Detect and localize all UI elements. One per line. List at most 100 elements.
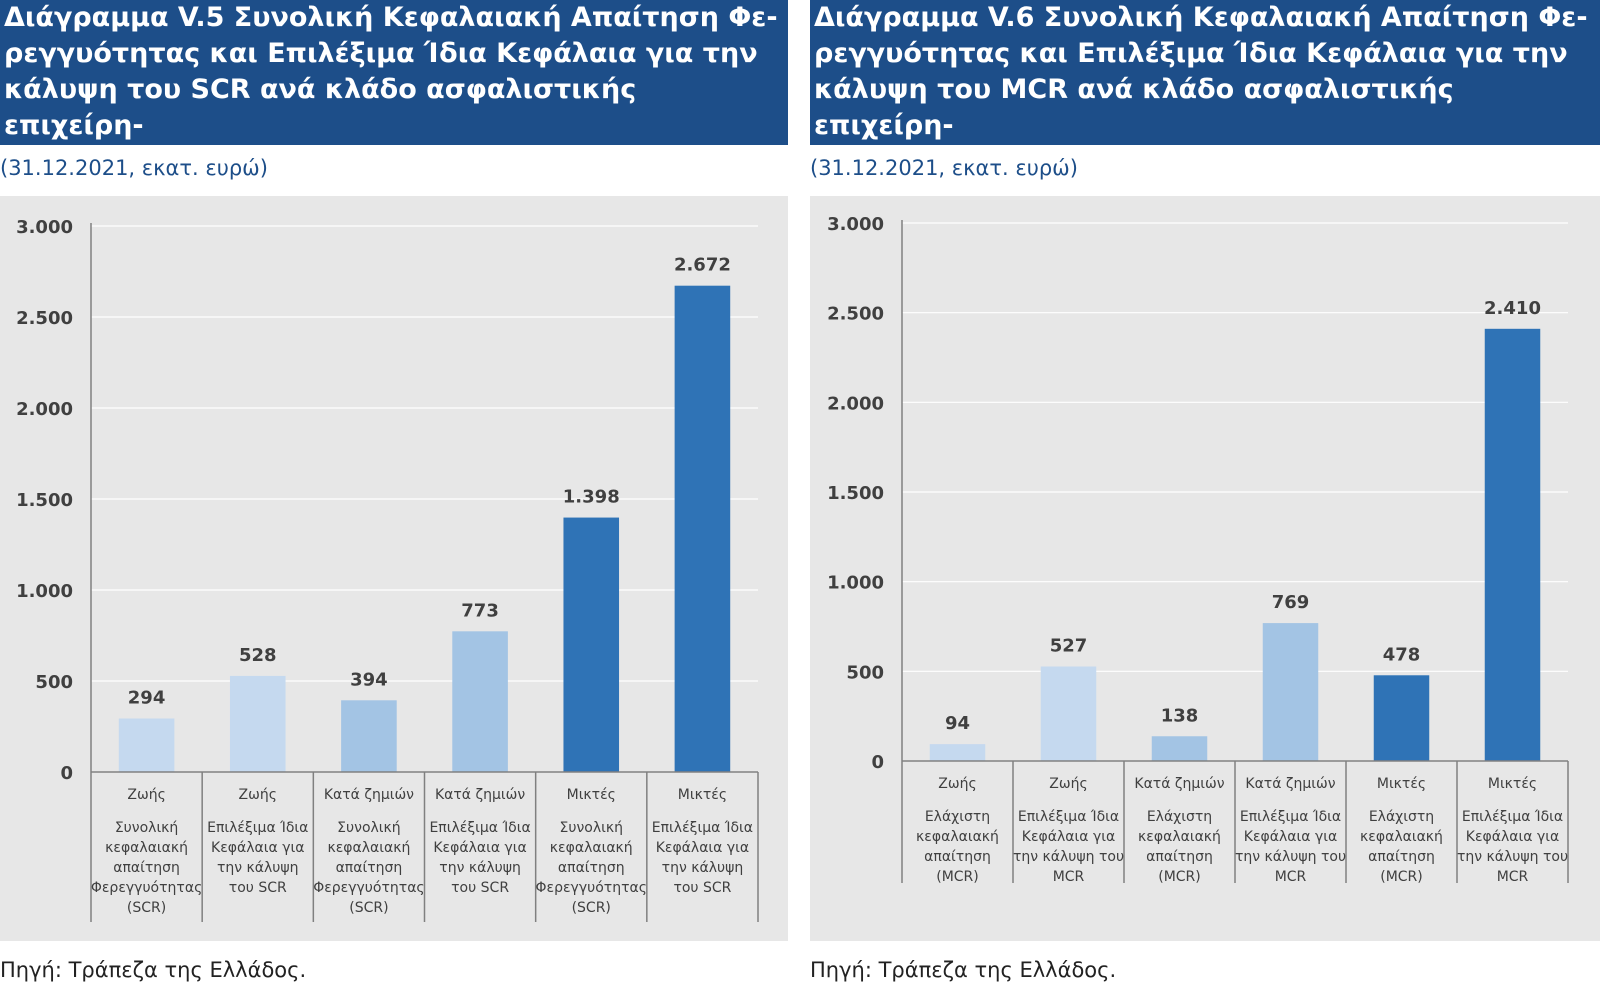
category-group-label: Μικτές xyxy=(567,787,616,803)
bar xyxy=(1040,666,1097,761)
y-tick-label: 1.500 xyxy=(827,483,884,504)
category-label-line: Φερεγγυότητας xyxy=(313,880,424,896)
category-label-line: Κεφάλαια για xyxy=(433,840,526,856)
category-label-line: την κάλυψη του xyxy=(1457,849,1568,865)
category-label-line: Επιλέξιμα Ίδια xyxy=(1240,809,1341,825)
category-label: Επιλέξιμα Ίδια Κεφάλαια για την κάλυψη του… xyxy=(1013,809,1124,885)
category-label-line: Κεφάλαια για xyxy=(656,840,749,856)
category-label-line: κεφαλαιακή xyxy=(916,829,999,845)
category-label-line: την κάλυψη xyxy=(662,860,744,876)
bar-chart-v5: 0 500 1.000 1.500 2.000 2.500 3.000 294 528 394 77… xyxy=(16,217,759,922)
category-group-label: Κατά ζημιών xyxy=(435,787,525,803)
category-label-line: Επιλέξιμα Ίδια xyxy=(207,820,308,836)
category-group-label: Κατά ζημιών xyxy=(1134,776,1224,792)
bar xyxy=(929,744,986,761)
data-label: 773 xyxy=(461,600,499,621)
category-label-line: Φερεγγυότητας xyxy=(536,880,647,896)
data-label: 2.672 xyxy=(674,255,731,276)
category-label-line: απαίτηση xyxy=(336,860,403,876)
category-label: Συνολική κεφαλαιακή απαίτηση Φερεγγυότητας (… xyxy=(313,820,424,916)
bar xyxy=(1484,328,1541,761)
category-label-line: MCR xyxy=(1053,869,1085,885)
bar xyxy=(1373,675,1430,761)
category-label-line: την κάλυψη του xyxy=(1013,849,1124,865)
bar xyxy=(674,285,731,772)
chart-title: Διάγραμμα V.5 Συνολική Κεφαλαιακή Απαίτη… xyxy=(0,0,788,180)
category-label: Συνολική κεφαλαιακή απαίτηση Φερεγγυότητας (… xyxy=(536,820,647,916)
chart-panel-v6: Διάγραμμα V.6 Συνολική Κεφαλαιακή Απαίτη… xyxy=(810,0,1600,997)
category-label-line: απαίτηση xyxy=(1368,849,1435,865)
category-label-line: Συνολική xyxy=(337,820,400,836)
category-label-line: Επιλέξιμα Ίδια xyxy=(652,820,753,836)
category-label-line: κεφαλαιακή xyxy=(1138,829,1221,845)
category-label-line: του SCR xyxy=(673,880,731,896)
category-label-line: την κάλυψη xyxy=(217,860,299,876)
category-label: Ελάχιστη κεφαλαιακή απαίτηση (MCR) xyxy=(1138,809,1221,885)
bar xyxy=(229,675,286,772)
data-label: 2.410 xyxy=(1484,298,1541,319)
category-label-line: Επιλέξιμα Ίδια xyxy=(1018,809,1119,825)
category-label-line: (MCR) xyxy=(1158,869,1201,885)
category-label-line: MCR xyxy=(1497,869,1529,885)
data-label: 769 xyxy=(1272,592,1310,613)
chart-title-line: κάλυψη του MCR ανά κλάδο ασφαλιστικής επ… xyxy=(814,74,1454,141)
category-label-line: Ελάχιστη xyxy=(925,809,990,825)
category-label-line: Κεφάλαια για xyxy=(1244,829,1337,845)
category-label-line: Κεφάλαια για xyxy=(1022,829,1115,845)
category-label-line: Επιλέξιμα Ίδια xyxy=(1462,809,1563,825)
chart-panel-v5: Διάγραμμα V.5 Συνολική Κεφαλαιακή Απαίτη… xyxy=(0,0,788,997)
category-label-line: (SCR) xyxy=(572,900,611,916)
category-label-line: (MCR) xyxy=(1380,869,1423,885)
category-label-line: Κεφάλαια για xyxy=(1466,829,1559,845)
category-label-line: Ελάχιστη xyxy=(1147,809,1212,825)
category-label-line: την κάλυψη xyxy=(439,860,521,876)
data-label: 1.398 xyxy=(563,487,620,508)
y-tick-label: 0 xyxy=(60,763,73,784)
chart-title-line: ρεγγυότητας και Επιλέξιμα Ίδια Κεφάλαια … xyxy=(4,38,758,69)
data-label: 478 xyxy=(1383,644,1421,665)
bar-chart-v6: 0 500 1.000 1.500 2.000 2.500 3.000 94 527 138 769… xyxy=(827,214,1569,885)
category-label-line: Κεφάλαια για xyxy=(211,840,304,856)
y-tick-label: 1.500 xyxy=(16,490,73,511)
chart-title-box: Διάγραμμα V.5 Συνολική Κεφαλαιακή Απαίτη… xyxy=(0,0,788,177)
category-label-line: Ελάχιστη xyxy=(1369,809,1434,825)
category-label-line: Συνολική xyxy=(115,820,178,836)
data-label: 94 xyxy=(945,713,970,734)
category-group-label: Ζωής xyxy=(127,787,165,803)
category-label: Ελάχιστη κεφαλαιακή απαίτηση (MCR) xyxy=(916,809,999,885)
y-tick-label: 500 xyxy=(846,662,884,683)
chart-title-box: Διάγραμμα V.6 Συνολική Κεφαλαιακή Απαίτη… xyxy=(810,0,1600,177)
chart-title-line: σης xyxy=(4,146,61,177)
category-label: Επιλέξιμα Ίδια Κεφάλαια για την κάλυψη του … xyxy=(429,820,530,896)
category-group-label: Μικτές xyxy=(1488,776,1537,792)
category-label-line: Φερεγγυότητας xyxy=(91,880,202,896)
category-label: Επιλέξιμα Ίδια Κεφάλαια για την κάλυψη του… xyxy=(1235,809,1346,885)
chart-subtitle: (31.12.2021, εκατ. ευρώ) xyxy=(0,156,268,180)
chart-subtitle: (31.12.2021, εκατ. ευρώ) xyxy=(810,156,1078,180)
data-label: 294 xyxy=(128,687,166,708)
category-label-line: απαίτηση xyxy=(113,860,180,876)
chart-title-line: Διάγραμμα V.5 Συνολική Κεφαλαιακή Απαίτη… xyxy=(4,2,778,33)
y-tick-label: 2.500 xyxy=(16,308,73,329)
category-label-line: (MCR) xyxy=(936,869,979,885)
plot-area: 0 500 1.000 1.500 2.000 2.500 3.000 294 528 394 77… xyxy=(0,196,788,941)
y-tick-label: 2.000 xyxy=(827,393,884,414)
category-group-label: Κατά ζημιών xyxy=(1245,776,1335,792)
y-tick-label: 1.000 xyxy=(827,573,884,594)
data-label: 138 xyxy=(1161,705,1199,726)
category-label-line: Συνολική xyxy=(560,820,623,836)
bar xyxy=(563,517,620,772)
y-tick-label: 0 xyxy=(871,752,884,773)
category-group-label: Ζωής xyxy=(239,787,277,803)
category-label-line: απαίτηση xyxy=(1146,849,1213,865)
category-group-label: Μικτές xyxy=(1377,776,1426,792)
category-label-line: κεφαλαιακή xyxy=(105,840,188,856)
category-label-line: την κάλυψη του xyxy=(1235,849,1346,865)
bar xyxy=(341,700,397,772)
category-label-line: (SCR) xyxy=(127,900,166,916)
category-label: Επιλέξιμα Ίδια Κεφάλαια για την κάλυψη του… xyxy=(1457,809,1568,885)
category-label-line: απαίτηση xyxy=(558,860,625,876)
category-label-line: (SCR) xyxy=(349,900,388,916)
category-group-label: Ζωής xyxy=(938,776,976,792)
category-label: Συνολική κεφαλαιακή απαίτηση Φερεγγυότητας (… xyxy=(91,820,202,916)
